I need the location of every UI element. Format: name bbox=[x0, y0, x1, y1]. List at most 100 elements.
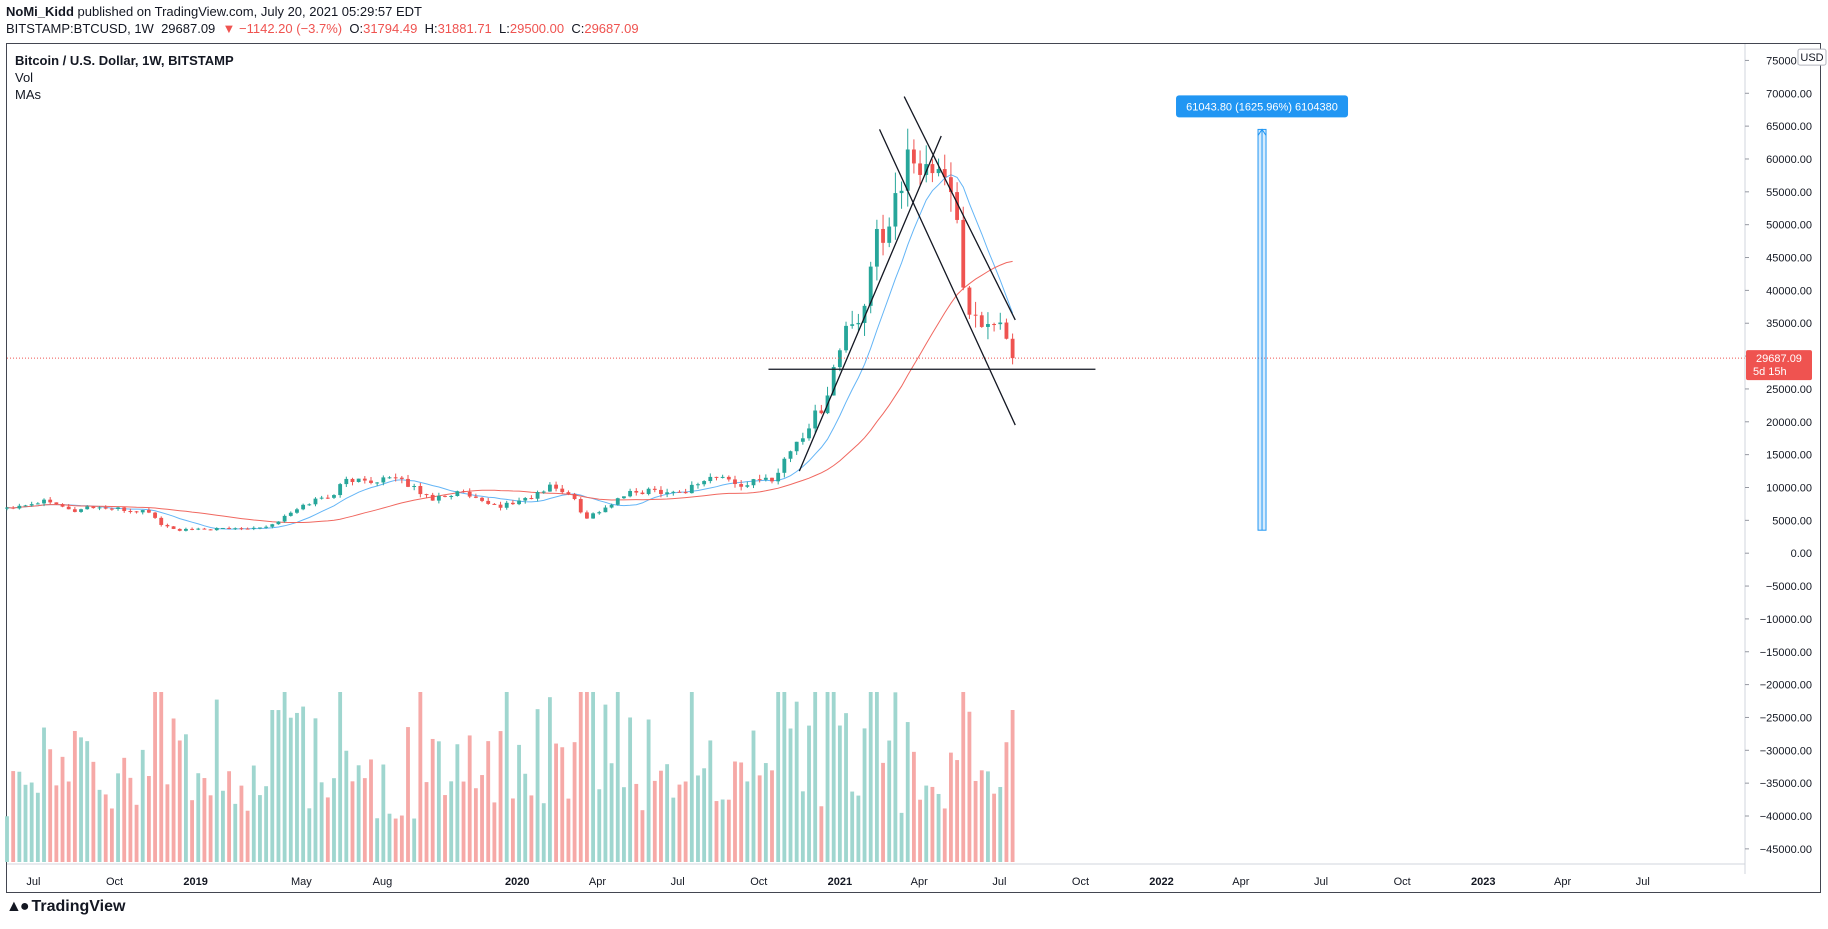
candle-body bbox=[418, 485, 423, 495]
candle-body bbox=[72, 509, 77, 512]
volume-bar bbox=[998, 786, 1003, 862]
candle-body bbox=[560, 488, 565, 493]
candle-body bbox=[844, 325, 848, 351]
volume-bar bbox=[387, 813, 392, 862]
time-tick-label: Jul bbox=[992, 876, 1006, 888]
current-price-badge bbox=[1746, 350, 1812, 381]
volume-bar bbox=[899, 812, 904, 862]
drawings[interactable]: 61043.80 (1625.96%) 6104380 bbox=[7, 95, 1745, 531]
volume-bar bbox=[541, 803, 546, 862]
candle-body bbox=[634, 490, 639, 493]
legend-volume[interactable]: Vol bbox=[15, 70, 34, 85]
time-tick-label: Apr bbox=[589, 876, 606, 888]
candle-body bbox=[918, 163, 922, 175]
candle-body bbox=[979, 315, 984, 327]
volume-bar bbox=[208, 795, 213, 862]
candle-body bbox=[54, 502, 59, 505]
candle-body bbox=[720, 476, 725, 478]
candle-body bbox=[171, 526, 176, 529]
candlesticks bbox=[5, 128, 1015, 532]
volume-bar bbox=[23, 784, 28, 862]
volume-bar bbox=[344, 750, 349, 862]
price-tick-label: 20000.00 bbox=[1766, 417, 1812, 429]
candle-body bbox=[79, 509, 83, 512]
chart-frame[interactable] bbox=[6, 43, 1821, 893]
price-change: ▼ −1142.20 (−3.7%) bbox=[222, 21, 343, 36]
volume-bar bbox=[66, 781, 71, 862]
volume-bar bbox=[288, 717, 293, 862]
price-tick-label: −10000.00 bbox=[1760, 614, 1812, 626]
volume-bar bbox=[566, 798, 571, 862]
volume-bar bbox=[615, 692, 620, 862]
volume-bar bbox=[523, 773, 528, 862]
time-tick-label: Oct bbox=[750, 876, 767, 888]
volume-bar bbox=[17, 771, 22, 862]
volume-bar bbox=[467, 735, 472, 862]
candle-body bbox=[233, 528, 238, 530]
candle-body bbox=[603, 507, 608, 513]
author-name[interactable]: NoMi_Kidd bbox=[6, 4, 74, 19]
volume-bar bbox=[356, 765, 361, 862]
volume-bar bbox=[159, 692, 164, 862]
candle-body bbox=[776, 472, 781, 482]
close-value: 29687.09 bbox=[584, 21, 639, 36]
time-tick-label: Apr bbox=[1554, 876, 1571, 888]
volume-bar bbox=[146, 775, 151, 862]
trendline bbox=[878, 129, 1016, 426]
candle-body bbox=[628, 490, 633, 497]
volume-bar bbox=[270, 710, 275, 862]
volume-bar bbox=[751, 730, 756, 862]
time-tick-label: Jul bbox=[1636, 876, 1650, 888]
tradingview-logo-icon: ▲● bbox=[6, 898, 29, 915]
candle-body bbox=[325, 497, 330, 499]
last-price: 29687.09 bbox=[161, 21, 216, 36]
time-tick-label: 2021 bbox=[828, 876, 852, 888]
candle-body bbox=[973, 314, 978, 316]
candle-body bbox=[381, 477, 386, 483]
candle-body bbox=[492, 503, 497, 505]
volume-bar bbox=[239, 785, 244, 862]
candle-body bbox=[449, 496, 454, 498]
candle-body bbox=[874, 228, 879, 267]
candle-body bbox=[782, 458, 787, 473]
high-value: 31881.71 bbox=[437, 21, 492, 36]
footer-brand[interactable]: ▲● TradingView bbox=[6, 898, 125, 916]
price-tick-label: 55000.00 bbox=[1766, 187, 1812, 199]
candle-body bbox=[177, 528, 182, 531]
trendline bbox=[798, 135, 942, 472]
volume-bar bbox=[893, 692, 898, 862]
volume-bar bbox=[868, 692, 873, 862]
candle-body bbox=[103, 507, 108, 509]
volume-bar bbox=[72, 730, 77, 862]
candle-body bbox=[955, 192, 959, 220]
chart-legend: Bitcoin / U.S. Dollar, 1W, BITSTAMP Vol … bbox=[15, 52, 234, 103]
volume-bar bbox=[745, 781, 750, 862]
candle-body bbox=[455, 491, 460, 497]
volume-bar bbox=[5, 816, 9, 862]
candle-body bbox=[344, 478, 349, 485]
volume-bar bbox=[535, 709, 540, 862]
volume-bar bbox=[881, 762, 885, 862]
volume-bar bbox=[677, 784, 682, 862]
volume-bar bbox=[739, 762, 744, 862]
volume-bar bbox=[609, 763, 614, 862]
volume-bar bbox=[918, 799, 922, 862]
candle-body bbox=[665, 492, 670, 494]
candle-body bbox=[301, 504, 306, 510]
volume-bar bbox=[375, 818, 380, 862]
candle-body bbox=[66, 506, 71, 510]
volume-bar bbox=[430, 738, 435, 862]
legend-mas[interactable]: MAs bbox=[15, 87, 41, 102]
volume-bar bbox=[887, 740, 892, 862]
volume-bar bbox=[659, 770, 663, 862]
candle-body bbox=[942, 169, 947, 178]
candle-body bbox=[541, 491, 546, 493]
candle-body bbox=[640, 492, 645, 495]
candle-body bbox=[733, 479, 737, 485]
candle-body bbox=[208, 529, 213, 531]
time-tick-label: 2020 bbox=[505, 876, 529, 888]
candle-body bbox=[276, 521, 281, 525]
candle-body bbox=[362, 478, 367, 481]
candle-body bbox=[757, 479, 762, 481]
